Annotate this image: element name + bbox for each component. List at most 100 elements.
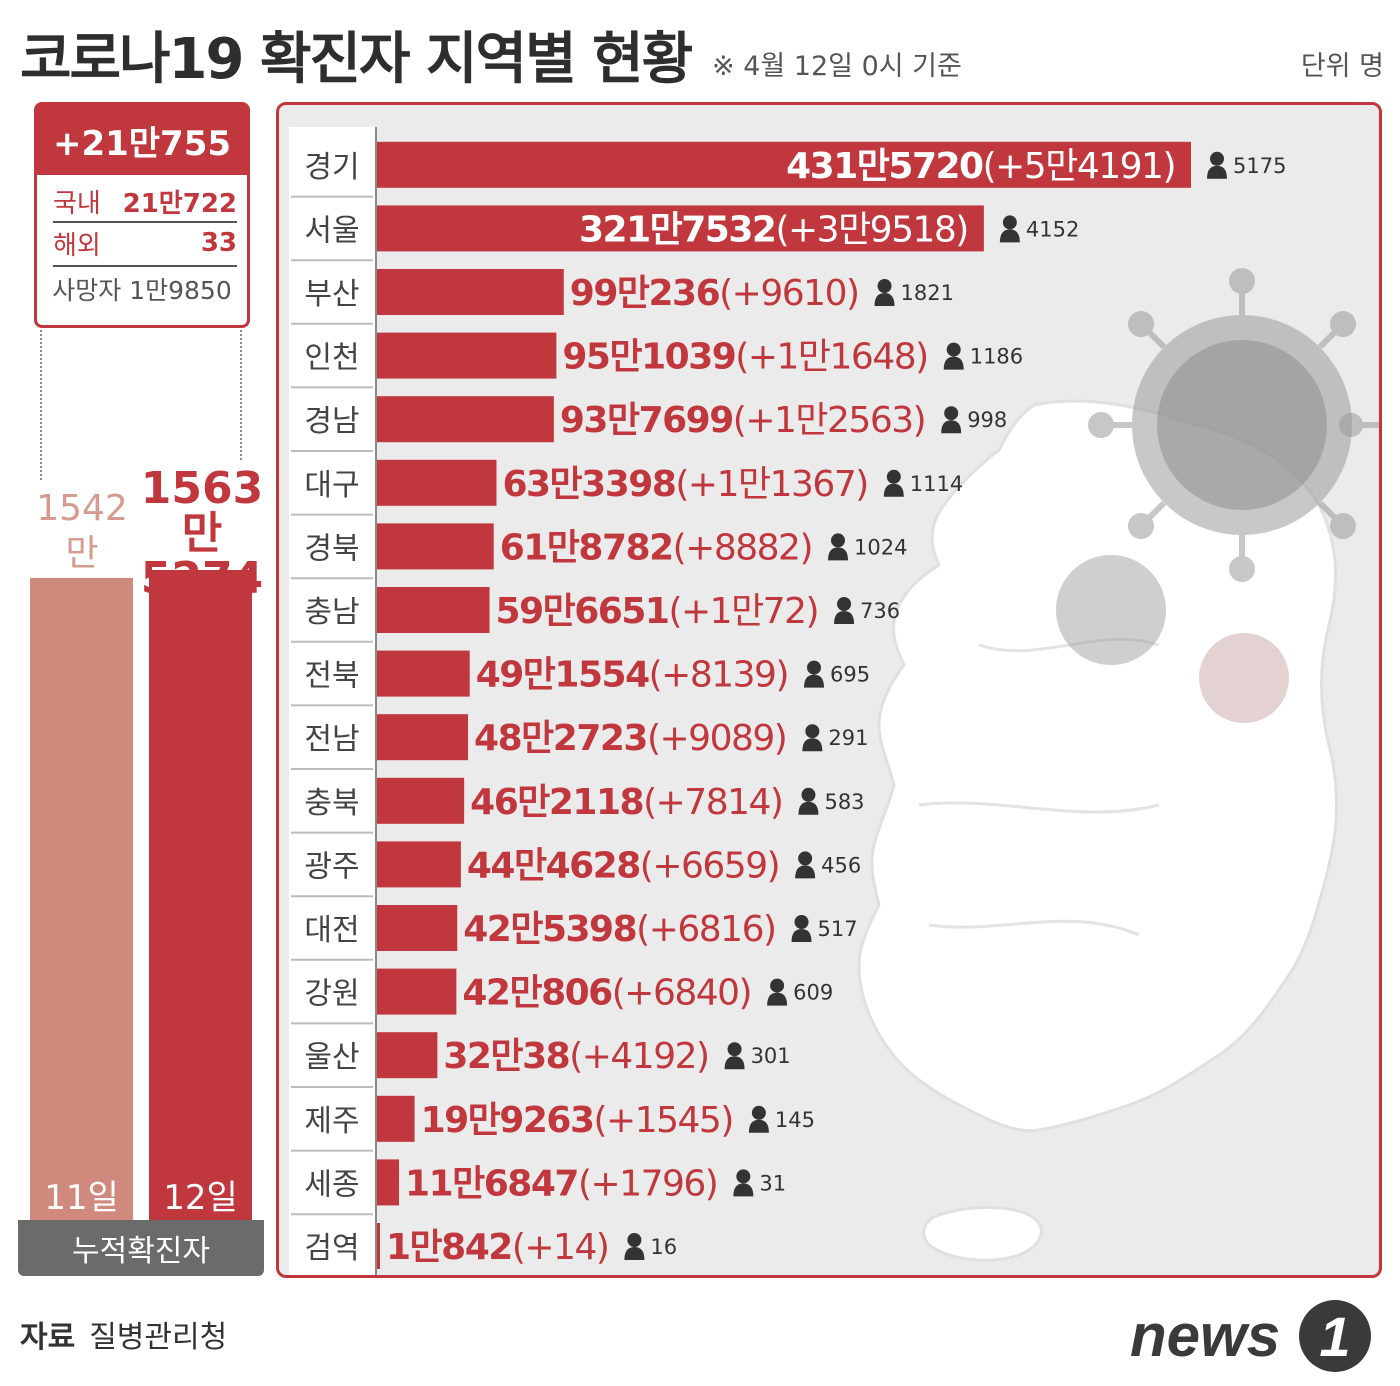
data-label-new: (+1만72) — [668, 591, 818, 632]
death-count: 1024 — [854, 535, 907, 559]
data-label-total: 1만842 — [386, 1227, 512, 1268]
data-label-new: (+9610) — [719, 273, 858, 314]
data-label: 44만4628(+6659) — [467, 845, 779, 886]
bar — [377, 1032, 438, 1079]
data-label-new: (+6659) — [640, 845, 779, 886]
person-icon — [794, 915, 809, 929]
source-value: 질병관리청 — [89, 1320, 228, 1355]
death-count: 31 — [759, 1171, 786, 1195]
person-icon-body — [767, 992, 788, 1006]
death-count: 4152 — [1026, 217, 1079, 241]
unit-note: 단위 명 — [1300, 51, 1384, 82]
region-label: 경북 — [304, 531, 359, 566]
region-label-column — [289, 127, 375, 1275]
data-label: 95만1039(+1만1648) — [562, 337, 927, 378]
regional-bar-chart: 경기 431만5720(+5만4191) 5175 서울 321만7532(+3만951… — [289, 127, 1379, 1275]
person-icon — [944, 406, 959, 421]
death-count: 583 — [824, 790, 864, 814]
data-label: 48만2723(+9089) — [474, 718, 786, 759]
bar — [377, 141, 1191, 188]
data-label-new: (+1796) — [578, 1163, 717, 1204]
person-icon — [736, 1169, 751, 1184]
data-label-total: 48만2723 — [474, 718, 647, 759]
daily-summary-box: +21만755 국내 21만722 해외 33 사망자 1만9850 — [34, 102, 250, 328]
data-label-new: (+1만2563) — [733, 400, 925, 441]
person-icon-body — [804, 674, 825, 688]
person-icon-body — [724, 1056, 745, 1070]
bar — [377, 650, 470, 697]
region-label: 충북 — [304, 786, 359, 821]
person-icon — [886, 469, 901, 484]
death-count: 736 — [860, 599, 900, 623]
bar — [377, 968, 457, 1015]
data-label: 42만806(+6840) — [462, 973, 751, 1014]
person-icon — [1002, 215, 1017, 230]
bar — [377, 1223, 380, 1269]
data-label-new: (+8882) — [673, 527, 812, 568]
curr-day-total-line1: 1563만 — [140, 463, 264, 559]
deaths-total: 사망자 1만9850 — [52, 276, 232, 305]
data-label-total: 63만3398 — [502, 464, 675, 505]
region-label: 세종 — [304, 1167, 359, 1202]
data-label: 42만5398(+6816) — [463, 909, 775, 950]
death-count: 456 — [821, 853, 861, 877]
logo-mark-circle — [1299, 1300, 1371, 1372]
data-label-total: 99만236 — [570, 273, 720, 314]
bar — [377, 396, 554, 443]
person-icon-body — [1207, 165, 1227, 179]
bar — [377, 777, 465, 824]
data-label: 59만6651(+1만72) — [496, 591, 819, 632]
curr-day-bar — [149, 570, 252, 1220]
data-label-total: 61만8782 — [500, 527, 673, 568]
bar — [377, 332, 557, 379]
data-label-new: (+3만9518) — [775, 209, 967, 250]
bar — [377, 714, 469, 761]
source-note: 자료 질병관리청 — [20, 1312, 227, 1356]
data-label-total: 42만5398 — [463, 909, 636, 950]
bar — [377, 205, 984, 252]
person-icon — [877, 279, 892, 293]
region-label: 대전 — [304, 913, 359, 948]
region-label: 대구 — [304, 468, 359, 503]
overseas-row: 해외 33 — [53, 223, 237, 263]
data-label: 61만8782(+8882) — [500, 527, 812, 568]
person-icon-body — [883, 483, 904, 497]
data-label-total: 59만6651 — [496, 591, 669, 632]
death-count: 517 — [818, 917, 858, 941]
person-icon-body — [624, 1247, 645, 1260]
death-count: 291 — [828, 726, 868, 750]
bar — [377, 1095, 415, 1142]
overseas-value: 33 — [200, 228, 237, 258]
region-label: 충남 — [304, 595, 359, 630]
region-label: 강원 — [304, 977, 359, 1012]
death-count: 998 — [967, 408, 1007, 432]
region-label: 제주 — [304, 1104, 359, 1139]
data-label-new: (+5만4191) — [983, 146, 1175, 187]
death-count: 301 — [751, 1044, 791, 1068]
data-label-total: 19만9263 — [421, 1100, 594, 1141]
data-label-total: 95만1039 — [562, 337, 735, 378]
death-count: 695 — [830, 663, 870, 687]
data-label: 49만1554(+8139) — [476, 655, 788, 696]
domestic-row: 국내 21만722 — [53, 181, 237, 223]
data-label-total: 321만7532 — [579, 209, 775, 250]
regional-chart-panel: 경기 431만5720(+5만4191) 5175 서울 321만7532(+3만951… — [276, 102, 1382, 1278]
death-count: 145 — [775, 1108, 815, 1132]
region-label: 서울 — [304, 213, 359, 248]
data-label-new: (+4192) — [569, 1036, 708, 1077]
region-label: 광주 — [304, 849, 359, 884]
person-icon — [805, 724, 820, 739]
data-label-new: (+14) — [512, 1227, 609, 1268]
data-label-total: 44만4628 — [467, 845, 640, 886]
person-icon — [770, 978, 785, 993]
data-label-new: (+6816) — [636, 909, 775, 950]
person-icon-body — [795, 865, 816, 879]
data-label-new: (+1만1367) — [675, 464, 867, 505]
region-label: 인천 — [304, 341, 359, 376]
data-label: 11만6847(+1796) — [405, 1163, 717, 1204]
virus-illustration — [1056, 268, 1379, 723]
person-icon — [727, 1042, 742, 1057]
data-label: 46만2118(+7814) — [470, 782, 782, 823]
person-icon — [1210, 151, 1224, 166]
new-cases-total: +21만755 — [37, 105, 247, 175]
